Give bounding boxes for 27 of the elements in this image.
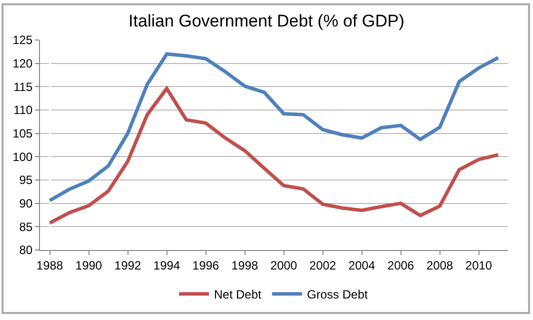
y-tick-label: 125 — [12, 33, 33, 48]
y-tick-label: 105 — [12, 126, 33, 141]
y-tick-label: 110 — [13, 103, 33, 118]
line-series — [48, 86, 500, 225]
x-tick-label: 1988 — [36, 258, 64, 272]
x-tick-label: 1994 — [153, 258, 180, 272]
y-tick-label: 90 — [19, 196, 33, 211]
x-tick-label: 1998 — [231, 258, 258, 272]
x-tick-label: 2006 — [387, 258, 414, 272]
x-tick-label: 1992 — [114, 258, 142, 272]
line-series — [48, 52, 500, 202]
y-tick-label: 100 — [12, 150, 33, 164]
y-tick-label: 95 — [19, 173, 33, 188]
y-tick-label: 115 — [13, 80, 33, 94]
chart-title: Italian Government Debt (% of GDP) — [128, 11, 404, 30]
x-tick-label: 2010 — [465, 258, 492, 272]
x-tick-label: 2000 — [270, 258, 298, 272]
x-tick-label: 2004 — [348, 258, 376, 272]
y-tick-label: 85 — [19, 220, 33, 234]
legend-label: Net Debt — [214, 288, 262, 302]
y-tick-label: 120 — [12, 56, 33, 71]
x-tick-label: 2008 — [426, 258, 454, 272]
x-tick-label: 1996 — [192, 258, 220, 272]
legend-label: Gross Debt — [307, 288, 368, 302]
y-tick-label: 80 — [19, 243, 33, 258]
x-tick-label: 1990 — [75, 258, 102, 272]
x-tick-label: 2002 — [309, 258, 336, 272]
